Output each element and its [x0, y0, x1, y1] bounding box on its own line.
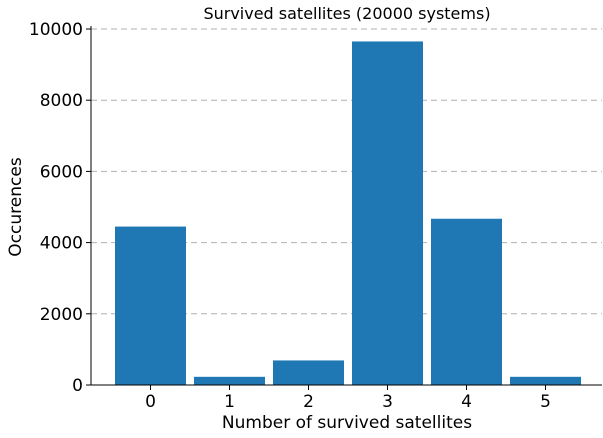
y-tick-label: 2000 [40, 305, 83, 325]
x-tick-label: 0 [145, 392, 156, 412]
x-tick-label: 2 [303, 392, 314, 412]
ticks-layer: 0 2000 4000 6000 8000 10000 0 1 2 3 4 5 [29, 20, 551, 412]
bar-0 [115, 226, 186, 385]
x-tick-label: 5 [540, 392, 551, 412]
y-tick-label: 0 [72, 376, 83, 396]
bar-4 [431, 218, 502, 385]
chart-title: Survived satellites (20000 systems) [203, 4, 490, 23]
y-tick-label: 6000 [40, 162, 83, 182]
axes-layer [90, 26, 602, 386]
bars-layer [115, 41, 581, 386]
y-tick-label: 8000 [40, 91, 83, 111]
x-axis-label: Number of survived satellites [222, 413, 472, 433]
y-tick-label: 4000 [40, 234, 83, 254]
y-axis-label: Occurences [6, 157, 26, 257]
x-tick-label: 1 [224, 392, 235, 412]
bar-3 [352, 41, 423, 386]
bar-2 [273, 360, 344, 385]
y-tick-label: 10000 [29, 20, 83, 40]
bar-5 [510, 376, 581, 385]
bar-1 [194, 376, 265, 385]
x-tick-label: 4 [461, 392, 472, 412]
x-tick-label: 3 [382, 392, 393, 412]
